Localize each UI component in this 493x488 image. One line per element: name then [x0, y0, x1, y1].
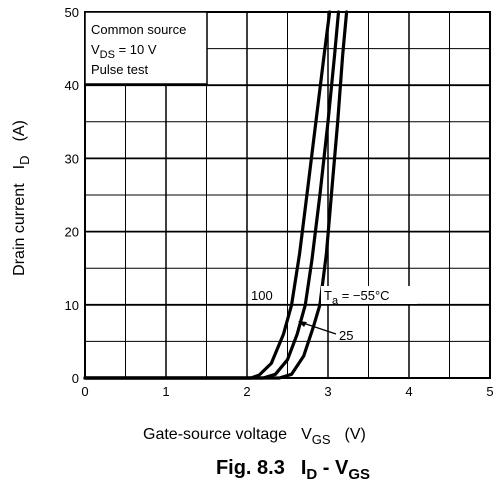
x-tick-label: 5: [486, 384, 493, 399]
series-line-2: [83, 10, 341, 380]
figure-caption: Fig. 8.3 ID - VGS: [216, 457, 370, 483]
series-line-1: [83, 10, 332, 380]
conditions-line-2: VDS = 10 V: [91, 42, 157, 61]
y-tick-label: 40: [65, 78, 79, 93]
annotation-25-leader: [299, 321, 337, 335]
y-tick-label: 10: [65, 298, 79, 313]
curves: [83, 10, 349, 380]
label-100-bg: [248, 287, 278, 303]
conditions-line-3: Pulse test: [91, 62, 148, 77]
annotation-25-arrowhead: [298, 321, 307, 327]
x-tick-label: 1: [162, 384, 169, 399]
annotation-100: 100: [251, 288, 273, 303]
y-tick-label: 30: [65, 151, 79, 166]
conditions-line-1: Common source: [91, 22, 186, 37]
x-tick-label: 2: [243, 384, 250, 399]
y-tick-label: 20: [65, 225, 79, 240]
conditions-box: [84, 11, 208, 85]
x-tick-label: 0: [81, 384, 88, 399]
y-tick-label: 50: [65, 5, 79, 20]
y-axis-label: Drain currentID(A): [11, 120, 32, 276]
annotation-25: 25: [339, 328, 353, 343]
series-line-3: [83, 10, 349, 380]
annotation-ta: Ta = −55°C: [324, 288, 390, 307]
plot-frame: [84, 11, 491, 379]
x-tick-label: 4: [405, 384, 412, 399]
x-tick-label: 3: [324, 384, 331, 399]
y-tick-label: 0: [72, 371, 79, 386]
x-axis-label: Gate-source voltage VGS (V): [143, 426, 366, 447]
ta-label-bg: [321, 286, 417, 304]
